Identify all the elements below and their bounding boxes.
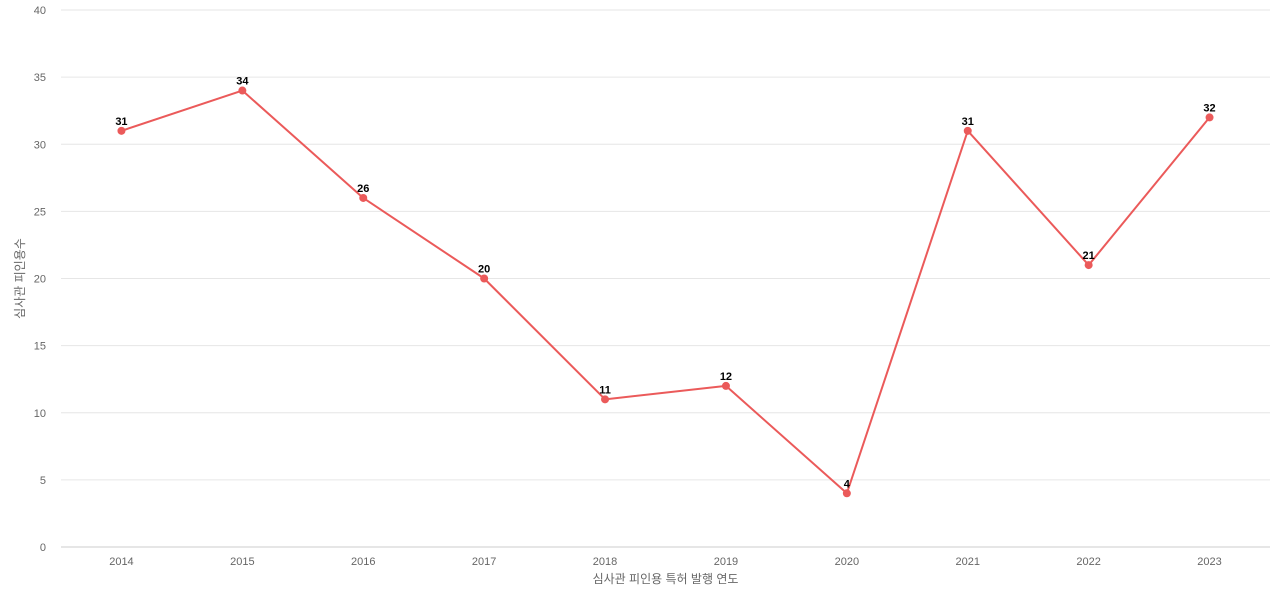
y-tick-label: 20 xyxy=(34,274,46,286)
y-tick-label: 30 xyxy=(34,139,46,151)
data-point[interactable] xyxy=(1205,113,1214,122)
y-tick-label: 0 xyxy=(40,542,46,554)
x-tick-label: 2014 xyxy=(109,556,133,568)
data-point[interactable] xyxy=(359,193,368,202)
data-point[interactable] xyxy=(963,126,972,135)
x-axis-ticks: 2014 2015 2016 2017 2018 2019 2020 2021 2022 2023 xyxy=(109,556,1222,568)
x-tick-label: 2018 xyxy=(593,556,617,568)
data-label: 26 xyxy=(357,183,369,195)
data-label: 31 xyxy=(962,116,974,128)
series-layer xyxy=(117,86,1214,498)
x-axis-title: 심사관 피인용 특허 발행 연도 xyxy=(593,571,739,586)
y-tick-label: 40 xyxy=(34,5,46,17)
y-tick-label: 10 xyxy=(34,408,46,420)
y-tick-label: 15 xyxy=(34,341,46,353)
data-point[interactable] xyxy=(480,274,489,283)
x-tick-label: 2021 xyxy=(956,556,980,568)
y-tick-label: 25 xyxy=(34,206,46,218)
gridlines xyxy=(61,9,1270,548)
x-tick-label: 2023 xyxy=(1197,556,1221,568)
data-label: 31 xyxy=(115,116,127,128)
data-point[interactable] xyxy=(117,126,126,135)
x-tick-label: 2017 xyxy=(472,556,496,568)
data-label: 12 xyxy=(720,371,732,383)
data-point[interactable] xyxy=(238,86,247,95)
x-tick-label: 2016 xyxy=(351,556,375,568)
data-point[interactable] xyxy=(601,395,610,404)
series-line xyxy=(121,89,1211,495)
y-tick-label: 5 xyxy=(40,475,46,487)
data-label: 34 xyxy=(236,76,249,88)
y-tick-label: 35 xyxy=(34,72,46,84)
data-label: 4 xyxy=(844,478,851,490)
data-label: 21 xyxy=(1083,250,1095,262)
data-labels: 31 34 26 20 11 12 4 31 21 32 xyxy=(115,76,1215,491)
data-point[interactable] xyxy=(721,381,730,390)
data-point[interactable] xyxy=(1084,261,1093,270)
data-point[interactable] xyxy=(842,489,851,498)
x-tick-label: 2019 xyxy=(714,556,738,568)
y-axis-title: 심사관 피인용수 xyxy=(13,238,27,319)
data-label: 32 xyxy=(1203,102,1215,114)
x-tick-label: 2022 xyxy=(1076,556,1100,568)
y-axis-ticks: 0 5 10 15 20 25 30 35 40 xyxy=(34,5,46,554)
data-label: 11 xyxy=(599,384,611,396)
x-tick-label: 2015 xyxy=(230,556,254,568)
x-tick-label: 2020 xyxy=(835,556,859,568)
data-label: 20 xyxy=(478,264,490,276)
